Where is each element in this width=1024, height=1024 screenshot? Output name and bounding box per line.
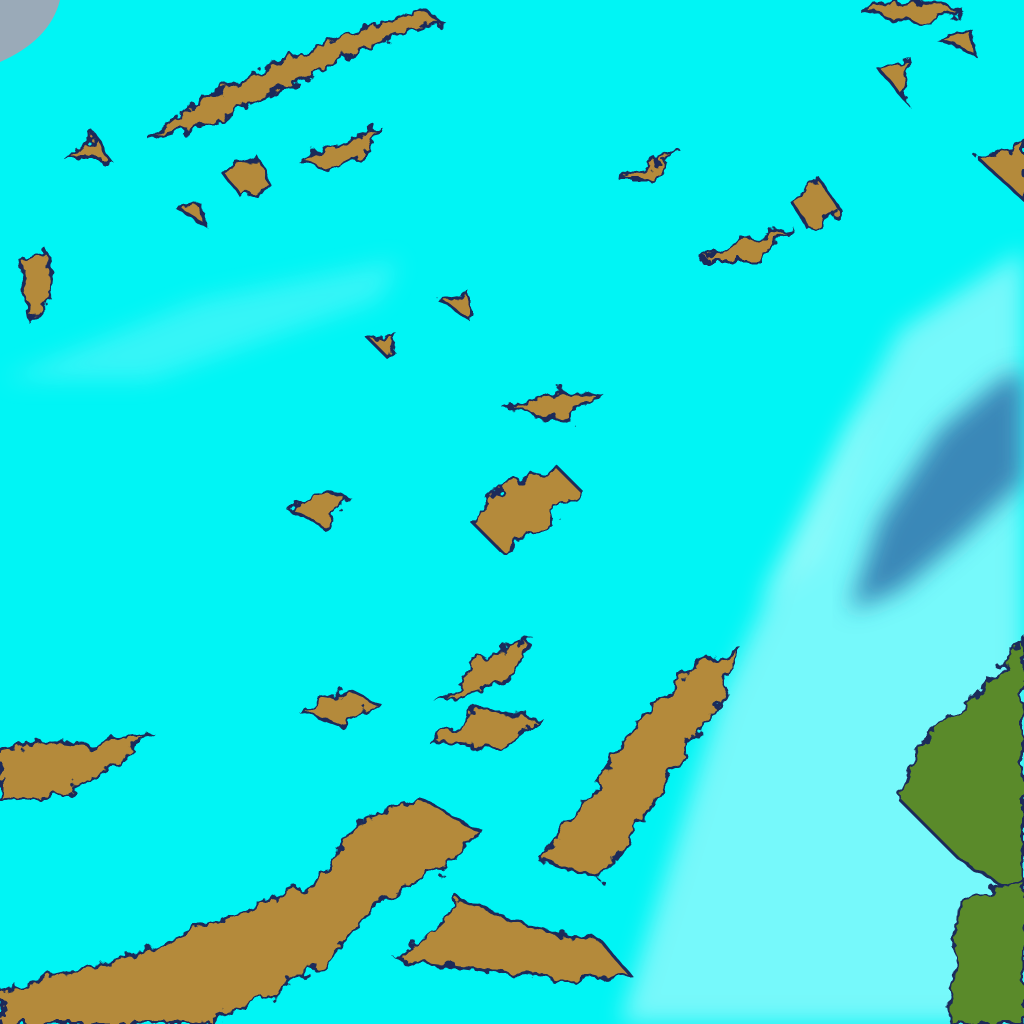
terrain-patch <box>66 132 113 162</box>
terrain-patch <box>217 158 272 197</box>
terrain-patch <box>176 203 208 229</box>
terrain-patch <box>619 148 682 182</box>
terrain-patch <box>296 127 383 172</box>
terrain-patch <box>149 8 444 142</box>
terrain-patch <box>877 57 912 104</box>
terrain-patch <box>295 688 384 727</box>
terrain-patch <box>467 468 583 552</box>
terrain-patch <box>0 732 155 802</box>
terrain-patch <box>504 388 604 422</box>
terrain-patch <box>935 28 978 58</box>
terrain-patch <box>425 708 544 752</box>
terrain-patch <box>287 488 354 527</box>
terrain-patch <box>898 637 1024 902</box>
terrain-patch <box>396 898 634 982</box>
terrain-patch <box>948 878 1024 1024</box>
terrain-patch <box>0 798 483 1024</box>
haze-bands <box>0 250 1024 1024</box>
cloud-shadow <box>850 370 1024 610</box>
terrain-patch <box>977 138 1024 203</box>
terrain-patch <box>434 637 534 704</box>
grey-corner <box>0 0 60 62</box>
terrain-patch <box>436 293 472 323</box>
terrain-patch <box>366 333 397 364</box>
terrain-patch <box>537 647 743 882</box>
terrain-patch <box>699 227 795 262</box>
terrain-patch <box>787 177 843 233</box>
terrain-patch <box>18 247 57 324</box>
terrain-patch <box>859 0 966 27</box>
